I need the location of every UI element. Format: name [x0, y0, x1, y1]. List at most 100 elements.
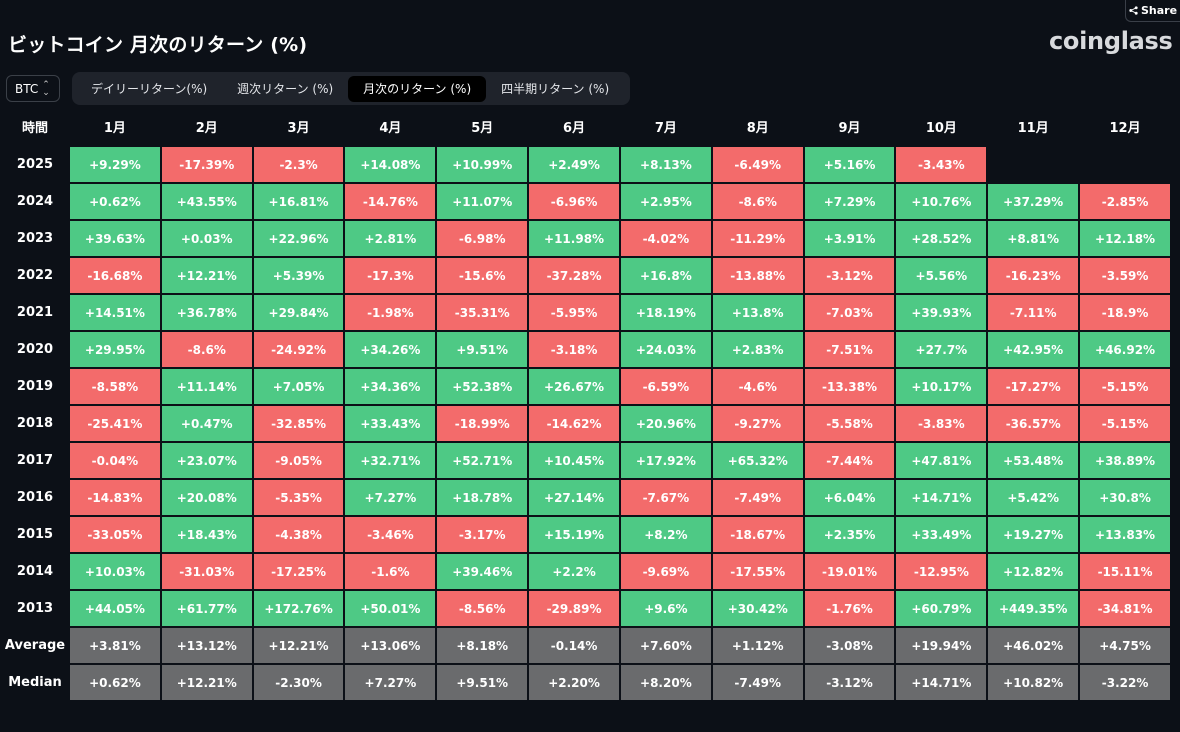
- column-header: 8月: [746, 121, 769, 136]
- return-cell: +29.84%: [253, 295, 344, 330]
- year-label: 2018: [16, 416, 54, 431]
- return-cell: +9.29%: [70, 147, 160, 182]
- tab-monthly-return[interactable]: 月次のリターン (%): [348, 75, 487, 102]
- return-cell: -25.41%: [70, 406, 160, 441]
- return-cell: +20.08%: [161, 480, 252, 515]
- return-cell: +0.62%: [70, 184, 160, 219]
- return-cell: -1.98%: [345, 295, 436, 330]
- return-cell: +33.43%: [345, 406, 436, 441]
- return-cell: +65.32%: [712, 443, 803, 478]
- share-button[interactable]: Share: [1125, 0, 1180, 22]
- summary-cell: +8.20%: [620, 665, 711, 700]
- return-cell: +18.78%: [437, 480, 528, 515]
- return-cell: +10.99%: [437, 147, 528, 182]
- table-row: 2021 +14.51% +36.78% +29.84% -1.98% -35.31% -5…: [2, 295, 1170, 330]
- return-cell: -36.57%: [988, 406, 1079, 441]
- summary-cell: -2.30%: [253, 665, 344, 700]
- return-cell: +12.21%: [161, 258, 252, 293]
- return-cell: +2.95%: [620, 184, 711, 219]
- return-cell: +7.29%: [804, 184, 895, 219]
- summary-cell: +3.81%: [70, 628, 160, 663]
- return-cell: -6.59%: [620, 369, 711, 404]
- column-header: 1月: [103, 121, 126, 136]
- return-cell: +17.92%: [620, 443, 711, 478]
- return-cell: -17.27%: [988, 369, 1079, 404]
- return-cell: -11.29%: [712, 221, 803, 256]
- summary-cell: +2.20%: [529, 665, 619, 700]
- returns-table: 時間 1月 2月 3月 4月 5月 6月 7月 8月 9月 10月 11月 12月 2025 +9.29…: [0, 106, 1172, 702]
- return-cell: +19.27%: [988, 517, 1079, 552]
- return-cell: -9.69%: [620, 554, 711, 589]
- return-cell: +30.42%: [712, 591, 803, 626]
- return-cell: +50.01%: [345, 591, 436, 626]
- return-cell: -16.68%: [70, 258, 160, 293]
- return-cell: +52.71%: [437, 443, 528, 478]
- column-header: 5月: [471, 121, 494, 136]
- return-cell: +11.07%: [437, 184, 528, 219]
- return-cell: +38.89%: [1080, 443, 1170, 478]
- year-label: 2024: [16, 194, 54, 209]
- return-cell: +6.04%: [804, 480, 895, 515]
- return-cell: -24.92%: [253, 332, 344, 367]
- table-row: 2022 -16.68% +12.21% +5.39% -17.3% -15.6% -37.…: [2, 258, 1170, 293]
- summary-cell: -3.12%: [804, 665, 895, 700]
- return-cell: +52.38%: [437, 369, 528, 404]
- summary-label: Median: [8, 675, 62, 690]
- tab-quarterly-return[interactable]: 四半期リターン (%): [501, 82, 610, 96]
- summary-cell: -3.08%: [804, 628, 895, 663]
- return-cell: +2.83%: [712, 332, 803, 367]
- return-cell: -15.11%: [1080, 554, 1170, 589]
- return-cell: -16.23%: [988, 258, 1079, 293]
- return-cell: -3.46%: [345, 517, 436, 552]
- return-cell: -7.49%: [712, 480, 803, 515]
- coin-select[interactable]: BTC ⌃ ⌄: [6, 75, 60, 102]
- return-cell: -4.38%: [253, 517, 344, 552]
- return-cell: -17.55%: [712, 554, 803, 589]
- summary-cell: -0.14%: [529, 628, 619, 663]
- summary-cell: +46.02%: [988, 628, 1079, 663]
- return-cell: +61.77%: [161, 591, 252, 626]
- table-row: 2024 +0.62% +43.55% +16.81% -14.76% +11.07% -6…: [2, 184, 1170, 219]
- return-cell: +2.49%: [529, 147, 619, 182]
- summary-row: Median +0.62% +12.21% -2.30% +7.27% +9.51% +2.…: [2, 665, 1170, 700]
- return-cell: +12.82%: [988, 554, 1079, 589]
- tab-weekly-return[interactable]: 週次リターン (%): [237, 82, 334, 96]
- return-cell: +39.63%: [70, 221, 160, 256]
- return-cell: -0.04%: [70, 443, 160, 478]
- summary-cell: +8.18%: [437, 628, 528, 663]
- column-header: 7月: [654, 121, 677, 136]
- year-label: 2014: [16, 564, 54, 579]
- return-cell: +7.27%: [345, 480, 436, 515]
- column-header: 10月: [925, 121, 957, 136]
- return-cell: +32.71%: [345, 443, 436, 478]
- return-cell: -7.11%: [988, 295, 1079, 330]
- summary-cell: +13.12%: [161, 628, 252, 663]
- return-cell: -4.6%: [712, 369, 803, 404]
- return-cell: -33.05%: [70, 517, 160, 552]
- return-cell: -32.85%: [253, 406, 344, 441]
- summary-row: Average +3.81% +13.12% +12.21% +13.06% +8.18%…: [2, 628, 1170, 663]
- return-cell: -2.3%: [253, 147, 344, 182]
- summary-cell: +12.21%: [253, 628, 344, 663]
- return-cell: -18.9%: [1080, 295, 1170, 330]
- return-cell: -3.83%: [896, 406, 987, 441]
- return-cell: +3.91%: [804, 221, 895, 256]
- return-cell: -14.76%: [345, 184, 436, 219]
- return-cell: +15.19%: [529, 517, 619, 552]
- tab-daily-return[interactable]: デイリーリターン(%): [91, 82, 208, 96]
- return-cell: +39.46%: [437, 554, 528, 589]
- return-cell: +36.78%: [161, 295, 252, 330]
- return-cell: +2.2%: [529, 554, 619, 589]
- summary-cell: +7.27%: [345, 665, 436, 700]
- table-row: 2023 +39.63% +0.03% +22.96% +2.81% -6.98% +11.…: [2, 221, 1170, 256]
- return-cell: +5.56%: [896, 258, 987, 293]
- year-label: 2025: [16, 157, 54, 172]
- return-cell: +18.43%: [161, 517, 252, 552]
- return-cell: -18.67%: [712, 517, 803, 552]
- summary-cell: +13.06%: [345, 628, 436, 663]
- return-cell: -35.31%: [437, 295, 528, 330]
- return-cell: +30.8%: [1080, 480, 1170, 515]
- return-cell: -8.6%: [712, 184, 803, 219]
- return-cell: +10.03%: [70, 554, 160, 589]
- coinglass-logo: coinglass: [1049, 27, 1173, 55]
